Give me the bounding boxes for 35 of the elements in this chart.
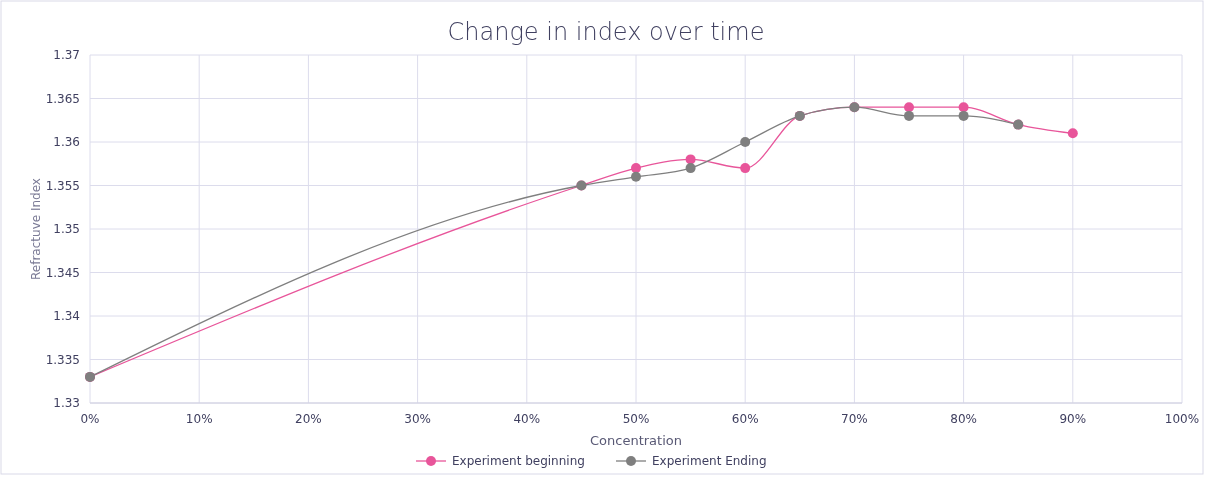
point	[958, 110, 969, 121]
point	[631, 171, 641, 182]
point	[904, 110, 914, 121]
y-tick-label: 1.36	[53, 135, 80, 150]
x-tick-label: 70%	[841, 412, 868, 426]
y-tick-label: 1.345	[45, 265, 80, 280]
y-tick-label: 1.34	[53, 309, 80, 324]
chart-title: Change in index over time	[447, 18, 765, 46]
x-axis-title: Concentration	[590, 433, 682, 448]
legend-label: Experiment Ending	[652, 454, 767, 469]
y-tick-label: 1.33	[53, 396, 80, 411]
point	[958, 102, 969, 113]
legend-label: Experiment beginning	[452, 454, 585, 469]
point	[904, 102, 914, 113]
y-tick-label: 1.335	[45, 352, 80, 367]
point	[740, 137, 751, 147]
x-tick-label: 100%	[1164, 412, 1200, 426]
x-tick-label: 50%	[622, 412, 650, 426]
point	[631, 163, 641, 174]
point	[685, 163, 696, 174]
x-tick-label: 80%	[950, 412, 977, 426]
x-tick-label: 40%	[513, 412, 541, 426]
x-tick-label: 30%	[404, 412, 431, 426]
x-tick-label: 60%	[731, 412, 759, 426]
x-tick-label: 10%	[185, 412, 213, 426]
y-tick-label: 1.35	[53, 222, 80, 237]
y-tick-label: 1.355	[45, 178, 80, 193]
x-tick-label: 0%	[80, 412, 100, 426]
y-tick-label: 1.365	[45, 91, 80, 106]
point	[740, 163, 751, 174]
y-tick-label: 1.37	[53, 48, 80, 63]
x-tick-label: 90%	[1059, 412, 1087, 426]
x-tick-label: 20%	[295, 412, 322, 426]
y-axis-title: Refractuve Index	[29, 178, 43, 280]
point	[1067, 128, 1078, 139]
